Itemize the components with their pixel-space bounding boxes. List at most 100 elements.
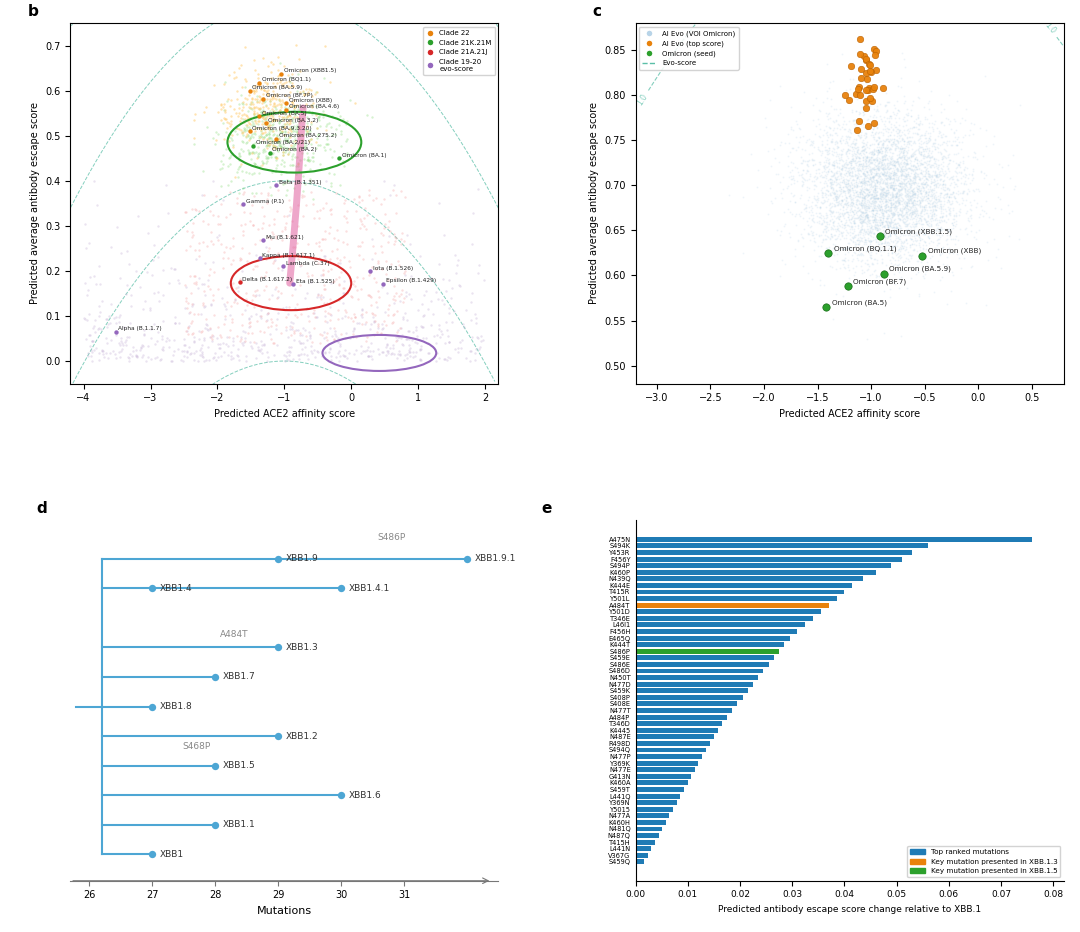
Point — [804, 152, 821, 167]
Point — [881, 216, 899, 231]
Point — [849, 186, 866, 201]
Point — [855, 199, 873, 214]
Point — [176, 332, 193, 347]
Point — [900, 175, 917, 190]
Point — [261, 103, 279, 118]
Point — [799, 154, 816, 169]
Point — [262, 130, 280, 145]
Bar — [635, 668, 764, 674]
Point — [818, 147, 835, 162]
Point — [841, 197, 859, 212]
Point — [281, 193, 298, 208]
Point — [299, 153, 316, 168]
Point — [869, 169, 887, 184]
Point — [888, 194, 905, 209]
Point — [878, 141, 895, 156]
Point — [262, 105, 280, 120]
Point — [397, 288, 415, 303]
Point — [873, 134, 890, 149]
Point — [178, 323, 195, 338]
Point — [889, 157, 906, 171]
Point — [907, 149, 924, 164]
Point — [872, 190, 889, 205]
Point — [893, 157, 910, 171]
Point — [312, 243, 329, 258]
Point — [837, 228, 854, 243]
Point — [875, 137, 892, 152]
Point — [280, 74, 297, 89]
Point — [302, 338, 320, 353]
Point — [842, 156, 860, 171]
Point — [813, 145, 831, 160]
Point — [891, 185, 908, 199]
Point — [861, 162, 878, 177]
Point — [816, 143, 834, 158]
Point — [869, 218, 887, 233]
Point — [278, 103, 295, 117]
Point — [853, 158, 870, 173]
Point — [893, 180, 910, 195]
Point — [934, 199, 951, 213]
Point — [870, 210, 888, 225]
Point — [323, 120, 340, 135]
Point — [886, 164, 903, 179]
Point — [258, 84, 275, 99]
Point — [893, 263, 910, 278]
Point — [918, 238, 935, 253]
Point — [856, 173, 874, 188]
Point — [902, 204, 919, 219]
Point — [220, 68, 238, 83]
Point — [298, 123, 315, 138]
Point — [906, 206, 923, 221]
Point — [865, 118, 882, 133]
Point — [890, 186, 907, 201]
Point — [846, 120, 863, 135]
Point — [924, 235, 942, 250]
Point — [829, 171, 847, 186]
Point — [153, 341, 171, 356]
Point — [893, 142, 910, 157]
Point — [285, 333, 302, 348]
Point — [895, 96, 913, 111]
Point — [362, 266, 379, 281]
Point — [816, 158, 834, 172]
Point — [797, 203, 814, 218]
Point — [899, 184, 916, 199]
Point — [834, 129, 851, 144]
Point — [289, 198, 307, 212]
Point — [110, 315, 127, 330]
Point — [247, 350, 265, 365]
Point — [892, 168, 909, 183]
Point — [866, 174, 883, 189]
Point — [896, 159, 914, 174]
Point — [836, 253, 853, 267]
Point — [859, 150, 876, 165]
Point — [338, 285, 355, 300]
Point — [933, 209, 950, 224]
Point — [242, 116, 259, 131]
Point — [862, 251, 879, 266]
Point — [919, 228, 936, 243]
Point — [205, 265, 222, 280]
Point — [186, 242, 203, 257]
Point — [910, 116, 928, 131]
Point — [839, 198, 856, 212]
Point — [929, 136, 946, 151]
Point — [842, 176, 860, 191]
Point — [150, 218, 167, 233]
Point — [801, 137, 819, 152]
Point — [311, 239, 328, 254]
Point — [829, 205, 847, 220]
Point — [842, 196, 860, 211]
Point — [888, 193, 905, 208]
Point — [185, 306, 202, 321]
Point — [864, 207, 881, 222]
Point — [868, 153, 886, 168]
Point — [293, 187, 310, 202]
Point — [868, 209, 886, 224]
Point — [259, 83, 276, 98]
Point — [284, 277, 301, 292]
Point — [941, 116, 958, 131]
Point — [901, 156, 918, 171]
Point — [899, 210, 916, 225]
